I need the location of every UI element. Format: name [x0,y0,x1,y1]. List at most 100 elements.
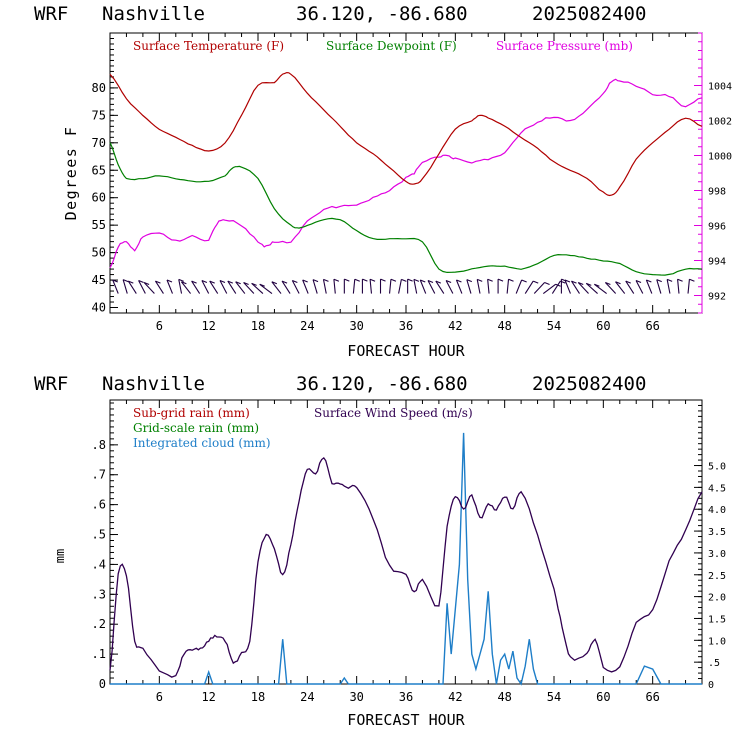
y-tick-label: 55 [92,218,106,232]
wind-barb [361,278,368,294]
wind-barb [291,279,300,294]
y2-tick-label: 4.0 [708,505,726,516]
wind-barb [476,278,483,294]
bottom-x-tick-labels: 6 12 18 24 30 36 42 48 54 60 66 [156,690,660,704]
pressure-series-line [109,78,703,269]
x-tick-label: 18 [251,319,265,333]
wind-barb [251,282,264,294]
y-tick-label: 80 [92,81,106,95]
bottom-header: WRF Nashville 36.120, -86.680 2025082400 [34,373,646,395]
x-tick-label: 6 [156,319,163,333]
wind-barb [219,279,228,294]
wind-barb [533,282,550,294]
wind-barb [615,281,626,294]
wind-barb [577,282,589,294]
top-header-model: WRF [34,3,68,25]
wind-barb [369,278,376,294]
wind-barb [138,279,146,294]
wind-barb [571,280,580,294]
y-tick-label: .2 [92,617,106,631]
x-tick-label: 24 [300,319,314,333]
x-tick-label: 48 [497,319,511,333]
wind-barb [445,279,454,294]
y2-tick-label: 1.5 [708,614,726,625]
y-tick-label: 0 [99,677,106,691]
y-tick-label: 40 [92,301,106,315]
y2-tick-label: 992 [708,292,726,303]
wind-barb [343,278,350,294]
wind-barb [227,280,237,294]
x-tick-label: 66 [645,319,659,333]
y-tick-label: .7 [92,468,106,482]
y2-tick-label: 1004 [708,82,732,93]
wind-barb [487,278,493,294]
top-header-location: Nashville [102,3,205,25]
y2-tick-label: 3.5 [708,527,726,538]
wind-barb [302,279,309,294]
wind-barb [666,278,673,294]
legend-cloud: Integrated cloud (mm) [133,436,271,450]
wind-barb [515,279,527,294]
wind-barb [259,283,273,294]
y2-tick-label: 4.5 [708,483,726,494]
wind-barbs [112,278,695,294]
bottom-y-axis-label: mm [53,549,67,563]
wind-barb [112,279,119,294]
y-tick-label: 60 [92,191,106,205]
y-tick-label: 45 [92,273,106,287]
wind-barb [625,280,635,294]
x-tick-label: 36 [399,690,413,704]
x-tick-label: 12 [201,319,215,333]
bottom-header-coords: 36.120, -86.680 [296,373,468,395]
wind-barb [312,279,319,294]
y-tick-label: .6 [92,498,106,512]
bottom-y-tick-labels: 0 .1 .2 .3 .4 .5 .6 .7 .8 [92,438,106,691]
legend-subgrid-rain: Sub-grid rain (mm) [133,406,250,420]
y-tick-label: .1 [92,647,106,661]
top-right-tick-labels: 992 994 996 998 1000 1002 1004 [708,82,732,303]
wind-barb [379,278,386,294]
wind-barb [180,281,192,294]
x-tick-label: 66 [645,690,659,704]
wind-speed-series-line [109,456,703,678]
y-tick-label: .8 [92,438,106,452]
x-tick-label: 60 [596,319,610,333]
wind-barb [322,278,329,294]
y2-tick-label: 994 [708,257,726,268]
wind-barb [154,280,164,294]
wind-barb [413,278,420,294]
bottom-ticks [110,399,702,685]
temperature-series-line [109,71,703,197]
bottom-header-model: WRF [34,373,68,395]
top-x-tick-labels: 6 12 18 24 30 36 42 48 54 60 66 [156,319,660,333]
wind-barb [389,278,397,294]
wind-barb [398,278,407,294]
y2-tick-label: 2.0 [708,593,726,604]
bottom-header-run: 2025082400 [532,373,646,395]
x-tick-label: 48 [497,690,511,704]
wind-barb [127,280,137,294]
wind-barb [235,281,246,294]
legend-wind-speed: Surface Wind Speed (m/s) [314,406,473,420]
wind-barb [677,278,683,294]
wind-barb [333,278,340,294]
legend-pressure: Surface Pressure (mb) [496,39,633,53]
y2-tick-label: .5 [708,658,720,669]
wind-barb [407,278,413,294]
wind-barb [243,282,255,294]
bottom-x-axis-label: FORECAST HOUR [347,711,465,729]
bottom-panel: 6 12 18 24 30 36 42 48 54 60 66 0.1.2.3.4.5.6.7.8 … [53,399,726,729]
x-tick-label: 54 [547,319,561,333]
wind-barb [497,278,504,294]
x-tick-label: 30 [349,319,363,333]
top-ticks [110,32,702,314]
wind-barb [687,278,695,294]
y2-tick-label: 1002 [708,117,732,128]
wind-barb [645,279,653,294]
y-tick-label: .3 [92,587,106,601]
dewpoint-series-line [109,142,703,276]
wind-barb [281,280,291,294]
bottom-right-tick-labels: 0 .5 1.0 1.5 2.0 2.5 3.0 3.5 4.0 4.5 5.0 [708,462,726,691]
top-y-tick-labels: 40 45 50 55 60 65 70 75 80 [92,81,106,315]
